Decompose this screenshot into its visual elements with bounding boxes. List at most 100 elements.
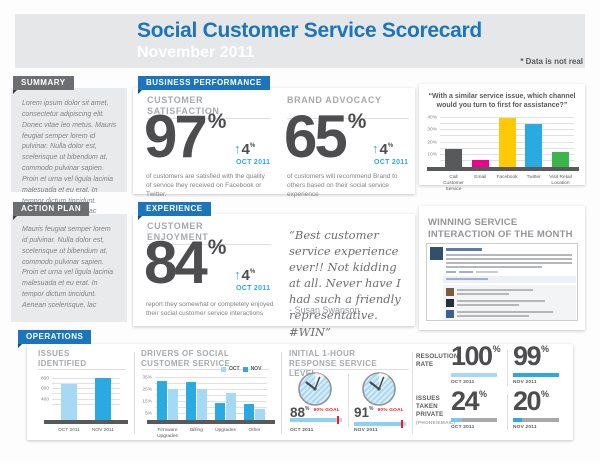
bar-label: Facebook	[496, 175, 518, 180]
gridline	[155, 388, 267, 390]
fb-line	[457, 315, 529, 317]
bar	[525, 124, 543, 167]
bar-group: Twitter	[525, 112, 543, 180]
gridline	[52, 393, 120, 395]
bar-group: Facebook	[496, 112, 518, 180]
metric-delta-enjoyment: ↑ 4 %	[234, 267, 256, 284]
page-subtitle: November 2011	[137, 44, 255, 61]
business-performance-ribbon: BUSINESS PERFORMANCE	[138, 76, 270, 94]
bar-label: OCT 2011	[58, 428, 80, 433]
response-title: INITIAL 1-HOUR RESPONSE SERVICE LEVEL	[289, 349, 378, 378]
drivers-legend: OCT NOV	[221, 366, 261, 372]
chart-baseline	[147, 420, 275, 424]
up-arrow-icon: ↑	[234, 141, 241, 156]
y-axis-tick: 20%	[427, 140, 437, 146]
bar-fill	[354, 422, 402, 426]
channel-chart-title: “With a similar service issue, which cha…	[428, 93, 576, 110]
fb-link	[446, 271, 456, 273]
bar-fill	[451, 418, 463, 422]
facebook-screenshot	[426, 243, 578, 321]
summary-panel: Lorem ipsum dolor sit amet, consectetur …	[11, 88, 127, 215]
fb-avatar	[446, 288, 454, 296]
goal-marker	[400, 420, 403, 428]
bar-group: Firmware Upgrades	[157, 374, 178, 439]
gridline	[52, 398, 120, 400]
fb-link	[446, 278, 488, 280]
response-bar-oct	[290, 416, 342, 424]
bar-group: Other	[244, 374, 265, 433]
issues-identified-chart: 400 600 800 OCT 2011 NOV 2011	[41, 374, 120, 433]
drivers-title: DRIVERS OF SOCIAL CUSTOMER SERVICE	[141, 349, 231, 368]
up-arrow-icon: ↑	[372, 141, 379, 156]
bar	[215, 403, 225, 420]
winning-interaction-title: WINNING SERVICE INTERACTION OF THE MONTH	[428, 217, 573, 240]
chart-baseline	[427, 167, 579, 171]
fb-avatar	[430, 247, 443, 260]
bar-fill	[513, 373, 559, 377]
fb-name	[446, 248, 482, 251]
bar	[61, 384, 77, 420]
ribbon-fold	[13, 216, 17, 220]
gridline	[52, 378, 120, 380]
gridline	[52, 403, 120, 405]
bar	[552, 152, 569, 167]
goal-marker	[336, 416, 339, 424]
metric-desc-enjoyment: report they somewhat or completely enjoy…	[146, 301, 274, 318]
fb-avatar	[446, 299, 454, 307]
bar-fill	[451, 373, 497, 377]
fb-line	[476, 271, 498, 273]
fb-like-bar	[443, 276, 576, 283]
y-axis-tick: 400	[40, 397, 49, 403]
bar-fill	[513, 418, 523, 422]
drivers-chart: 5% 15% 25% 35% Firmware Upgrades Billing Upgra…	[142, 374, 267, 439]
bar-label: Twitter	[526, 175, 541, 180]
divider	[412, 352, 413, 434]
bar-label: Email	[474, 175, 487, 180]
ribbon-fold	[138, 90, 142, 94]
summary-ribbon: SUMMARY	[13, 76, 74, 94]
summary-text: Lorem ipsum dolor sit amet, consectetur …	[22, 100, 117, 216]
bar-group: NOV 2011	[92, 374, 114, 433]
response-kpi-nov: 91 % 90% GOAL	[354, 405, 404, 420]
action-plan-text: Mauris feugiat semper lorem id pulvinar.…	[22, 226, 114, 309]
metric-period-advocacy: OCT 2011	[374, 159, 409, 166]
divider	[287, 118, 409, 119]
gridline	[155, 382, 267, 384]
fb-avatar	[446, 310, 454, 318]
gridline	[440, 117, 574, 119]
page-title: Social Customer Service Scorecard	[137, 19, 482, 42]
response-bar-nov	[354, 420, 406, 428]
y-axis-tick: 600	[40, 386, 49, 392]
y-axis-tick: 5%	[145, 411, 152, 417]
bar-fill	[290, 418, 336, 422]
fb-line	[457, 293, 509, 295]
customer-quote: “Best customer service experience ever!!…	[289, 228, 401, 339]
bar-group: Upgrades	[215, 374, 236, 433]
ribbon-fold	[138, 216, 142, 220]
metric-delta-satisfaction: ↑ 4 %	[234, 141, 256, 158]
bar-group: OCT 2011	[58, 374, 80, 433]
goal-label: 90% GOAL	[313, 408, 340, 413]
bar-group: Call Customer Service	[443, 112, 464, 192]
metric-desc-satisfaction: of customers are satisfied with the qual…	[146, 173, 265, 199]
bar-label: Upgrades	[215, 428, 236, 433]
ribbon-fold	[13, 90, 17, 94]
issues-identified-title: ISSUES IDENTIFIED	[38, 349, 87, 368]
business-performance-card	[133, 88, 415, 194]
ribbon-fold	[18, 344, 22, 348]
gridline	[155, 412, 267, 414]
channel-chart: 10% 20% 30% 40% Call Customer Service Email Fa…	[427, 112, 574, 192]
legend-label-nov: NOV	[250, 366, 262, 372]
divider	[141, 369, 269, 370]
private-kpi-nov: 20 % NOV 2011	[513, 388, 565, 430]
chart-baseline	[44, 420, 128, 424]
fb-line	[457, 311, 553, 313]
quote-attribution: - Susan Swanson	[289, 305, 360, 315]
bar	[197, 388, 207, 420]
y-axis-tick: 30%	[427, 127, 437, 133]
gridline	[155, 394, 267, 396]
gridline	[155, 406, 267, 408]
divider	[507, 394, 508, 430]
header-band	[15, 14, 585, 68]
